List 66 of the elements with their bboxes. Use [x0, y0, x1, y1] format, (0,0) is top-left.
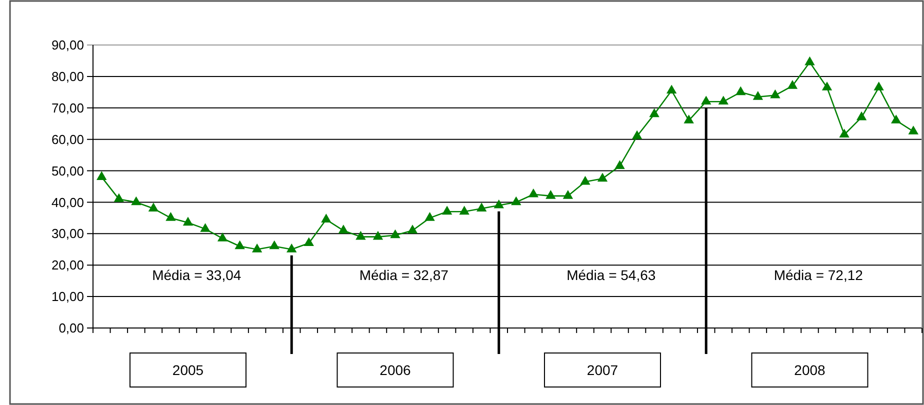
point [148, 202, 159, 212]
x-tick-label: 2008 [794, 362, 826, 378]
point [131, 196, 142, 206]
point [770, 89, 780, 98]
annotation: Média = 33,04 [152, 266, 242, 283]
point [752, 90, 764, 100]
point [442, 206, 452, 215]
point [114, 193, 124, 202]
point [182, 216, 194, 226]
annotation: Média = 32,87 [359, 266, 449, 283]
point [718, 96, 728, 105]
point [407, 224, 418, 234]
point [321, 214, 332, 222]
y-tick-label: 50,00 [51, 163, 84, 178]
y-tick-label: 0,00 [58, 320, 84, 336]
y-tick-label: 90,00 [51, 38, 84, 53]
x-tick-label: 2006 [380, 362, 412, 378]
point [649, 108, 660, 118]
point [890, 114, 902, 124]
point [736, 86, 746, 96]
x-tick-label: 2007 [586, 362, 618, 378]
point [856, 111, 867, 120]
point [166, 212, 176, 221]
y-tick-label: 30,00 [51, 226, 84, 242]
annotation: Média = 72,12 [774, 266, 864, 283]
point [304, 237, 314, 246]
point [234, 240, 245, 250]
point [96, 171, 107, 180]
point [580, 176, 590, 185]
point [494, 199, 504, 208]
point [390, 229, 400, 238]
point [200, 223, 210, 232]
point [614, 160, 625, 170]
annotation: Média = 54,63 [566, 266, 656, 283]
point [804, 56, 815, 66]
y-tick-label: 80,00 [51, 68, 84, 84]
point [286, 244, 297, 252]
y-tick-label: 10,00 [51, 289, 84, 304]
point [372, 230, 384, 240]
point [839, 128, 850, 138]
point [217, 232, 228, 242]
point [252, 244, 262, 252]
point [684, 114, 694, 124]
point [424, 212, 435, 221]
point [908, 126, 918, 134]
point [632, 130, 642, 140]
y-tick-label: 70,00 [51, 100, 84, 116]
point [666, 84, 677, 94]
y-tick-label: 20,00 [51, 258, 84, 273]
point [269, 240, 280, 250]
point [874, 82, 884, 90]
point [562, 190, 574, 199]
y-tick-label: 60,00 [51, 132, 84, 147]
point [528, 188, 539, 198]
point [356, 230, 366, 240]
point [787, 80, 798, 89]
y-tick-label: 40,00 [51, 194, 84, 210]
point [597, 172, 608, 182]
point [546, 190, 556, 199]
point [459, 206, 470, 215]
point [338, 224, 349, 234]
point [476, 202, 487, 212]
point [822, 82, 832, 90]
point [511, 196, 522, 206]
x-tick-label: 2005 [172, 362, 204, 378]
point [701, 96, 712, 105]
